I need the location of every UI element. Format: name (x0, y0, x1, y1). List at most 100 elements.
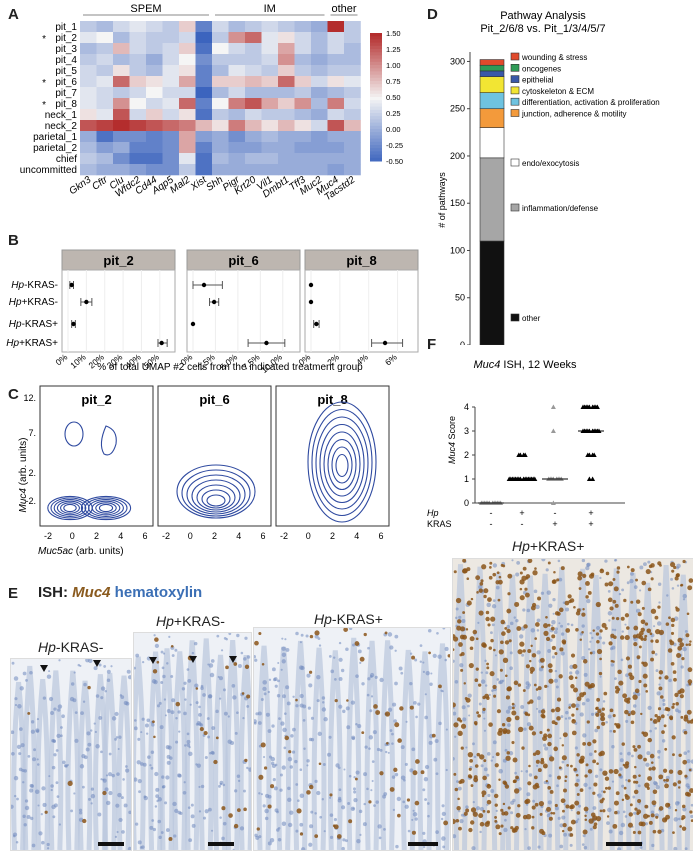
stain-dot (501, 811, 506, 816)
stain-dot (511, 706, 515, 710)
nucleus-dot (342, 709, 346, 714)
nucleus-dot (495, 585, 500, 590)
y-tick-label: 3 (464, 426, 469, 436)
stain-dot (554, 803, 558, 808)
stain-dot (478, 610, 484, 616)
stain-dot (558, 766, 562, 770)
nucleus-dot (582, 834, 586, 838)
stain-dot (670, 562, 676, 568)
heatmap-cell (129, 109, 147, 121)
nucleus-dot (106, 678, 111, 682)
nucleus-dot (174, 648, 178, 652)
stain-dot (168, 836, 173, 841)
stain-dot (626, 626, 630, 630)
nucleus-dot (412, 812, 418, 817)
stain-dot (679, 825, 682, 828)
row-label-uncommitted: uncommitted (20, 165, 77, 176)
nucleus-dot (299, 768, 303, 772)
nucleus-dot (429, 682, 433, 686)
legend-swatch (510, 75, 520, 83)
scale-tick-label: -0.50 (386, 157, 403, 166)
nucleus-dot (53, 753, 57, 757)
stain-dot (543, 733, 548, 738)
stain-dot (336, 834, 342, 839)
stain-dot (565, 628, 571, 633)
stain-dot (529, 659, 532, 663)
stain-dot (612, 714, 616, 718)
stain-dot (635, 578, 638, 582)
panel-label-b: B (8, 232, 19, 249)
contour-line (64, 421, 84, 447)
nucleus-dot (62, 760, 66, 765)
stain-dot (666, 707, 671, 712)
nucleus-dot (441, 836, 446, 841)
scale-swatch (370, 36, 382, 40)
contour-line (327, 438, 357, 491)
legend-swatch (510, 64, 520, 72)
heatmap-cell (245, 109, 262, 121)
nucleus-dot (526, 722, 532, 727)
contour-line (80, 495, 132, 521)
heatmap-cell (113, 153, 130, 165)
nucleus-dot (453, 659, 455, 663)
stain-dot (599, 750, 605, 756)
nucleus-dot (157, 797, 162, 802)
stain-dot (652, 829, 657, 834)
nucleus-dot (42, 802, 47, 808)
heatmap-cell (344, 87, 361, 99)
nucleus-dot (396, 796, 402, 802)
stain-dot (585, 581, 590, 586)
nucleus-dot (552, 612, 555, 615)
stain-dot (87, 685, 91, 690)
nucleus-dot (25, 678, 28, 682)
nucleus-dot (655, 669, 659, 673)
heatmap-cell (311, 120, 328, 132)
row-label-pit_4: pit_4 (55, 55, 77, 66)
stain-dot (306, 790, 311, 795)
stain-dot (543, 630, 549, 636)
nucleus-dot (149, 825, 154, 830)
stain-dot (236, 808, 241, 813)
nucleus-dot (208, 663, 214, 668)
dotplot-row-label: Hp+KRAS- (9, 297, 58, 308)
nucleus-dot (404, 762, 408, 766)
stain-dot (500, 640, 504, 645)
nucleus-dot (444, 646, 449, 652)
stain-dot (585, 763, 589, 767)
nucleus-dot (556, 784, 559, 788)
stain-dot (476, 711, 480, 715)
stain-dot (506, 628, 511, 634)
stain-dot (514, 601, 520, 607)
nucleus-dot (11, 804, 14, 809)
stain-dot (645, 568, 651, 575)
star-marker: * (42, 100, 46, 111)
nucleus-dot (633, 585, 638, 589)
stain-dot (608, 581, 614, 587)
nucleus-dot (498, 768, 503, 774)
nucleus-dot (30, 720, 35, 724)
stain-dot (615, 689, 620, 694)
nucleus-dot (504, 818, 507, 822)
score-point (591, 452, 597, 457)
stain-dot (498, 778, 501, 781)
stain-dot (528, 725, 534, 731)
heatmap-cell (195, 87, 213, 99)
nucleus-dot (636, 692, 641, 697)
stain-dot (637, 744, 641, 749)
nucleus-dot (115, 803, 120, 808)
nucleus-dot (554, 806, 559, 811)
nucleus-dot (554, 669, 558, 673)
stain-dot (466, 577, 470, 580)
arrowhead-icon (40, 665, 48, 672)
nucleus-dot (368, 747, 371, 750)
stain-dot (644, 804, 649, 809)
heatmap-cell (344, 76, 361, 88)
nucleus-dot (559, 823, 564, 828)
stain-dot (649, 753, 655, 759)
nucleus-dot (483, 717, 486, 720)
pathway-figure: Pathway Analysis Pit_2/6/8 vs. Pit_1/3/4… (437, 10, 660, 345)
nucleus-dot (657, 582, 662, 586)
legend-label: differentiation, activation & proliferat… (522, 98, 660, 107)
stain-dot (475, 637, 479, 641)
stain-dot (677, 780, 682, 784)
